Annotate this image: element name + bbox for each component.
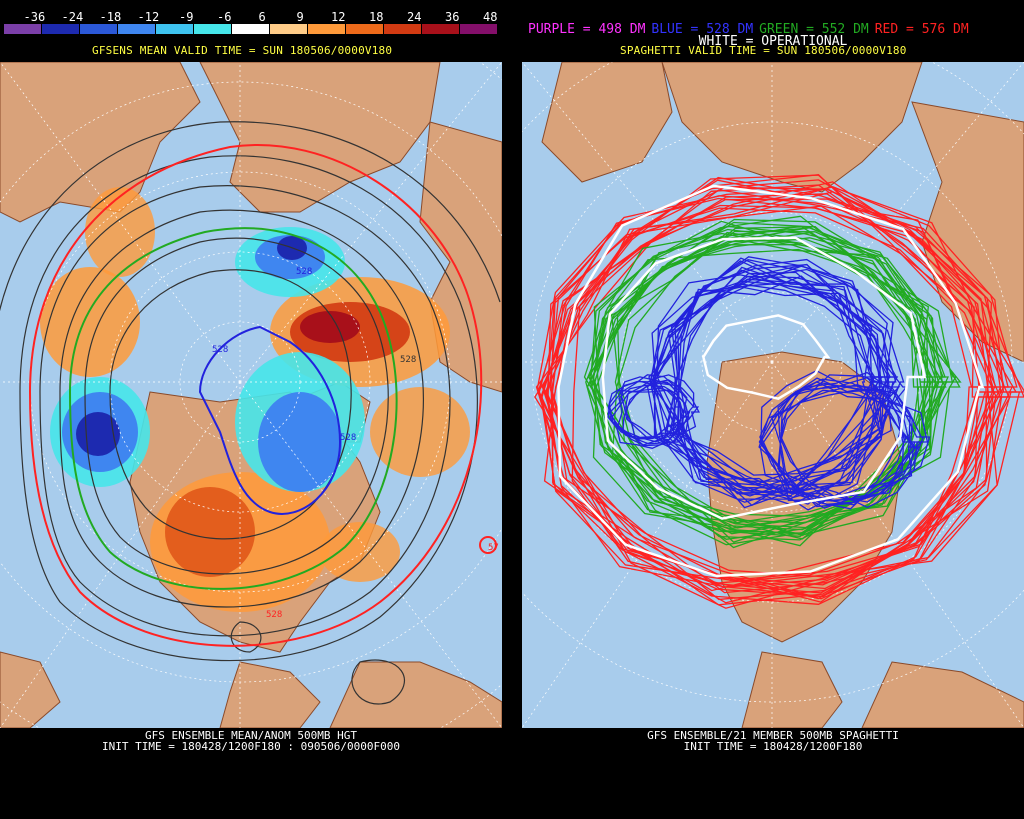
colorbar-label: 9 [296, 10, 304, 24]
spaghetti-line [586, 237, 929, 546]
colorbar-label: -24 [61, 10, 84, 24]
spaghetti-line [545, 204, 986, 597]
spaghetti-line [614, 226, 944, 529]
spaghetti-line [777, 371, 931, 503]
spaghetti-line [653, 283, 889, 500]
colorbar-swatch [384, 24, 422, 34]
spaghetti-line [601, 236, 927, 520]
colorbar-swatch [308, 24, 346, 34]
colorbar-label: -18 [99, 10, 122, 24]
spaghetti-line [585, 232, 954, 535]
colorbar-label: 12 [331, 10, 346, 24]
colorbar-swatch [270, 24, 308, 34]
spaghetti-line [593, 232, 924, 535]
colorbar-swatch [346, 24, 384, 34]
mean-footer-init: INIT TIME = 180428/1200F180 : 090506/000… [101, 740, 400, 753]
colorbar-swatch [42, 24, 80, 34]
colorbar-swatch [80, 24, 118, 34]
spaghetti-line [758, 389, 920, 506]
spaghetti-map [522, 62, 1024, 728]
key-entry: PURPLE = 498 DM [528, 22, 646, 37]
key-entry: GREEN = 552 DM [759, 22, 869, 37]
contour-label: 528 [340, 433, 356, 443]
colorbar-label: 18 [369, 10, 384, 24]
contour-label: 57 [488, 543, 499, 553]
mean-valid-time: GFSENS MEAN VALID TIME = SUN 180506/0000… [92, 44, 393, 57]
spaghetti-line [653, 260, 883, 495]
colorbar-label: 6 [258, 10, 266, 24]
operational-key: WHITE = OPERATIONAL [698, 34, 848, 49]
colorbar-swatch [232, 24, 270, 34]
colorbar-swatch [4, 24, 42, 34]
colorbar-label: -9 [179, 10, 194, 24]
key-contours [28, 144, 497, 647]
spaghetti-line [543, 176, 1009, 586]
spaghetti-panel: PURPLE = 498 DM BLUE = 528 DM GREEN = 552 … [522, 0, 1024, 819]
spaghetti-line [620, 374, 696, 439]
spaghetti-line [541, 186, 1018, 588]
spaghetti-line [547, 207, 1003, 603]
contour-label: 528 [212, 345, 228, 355]
spaghetti-valid-time: SPAGHETTI VALID TIME = SUN 180506/0000V1… [620, 44, 907, 57]
spaghetti-line [609, 380, 686, 443]
spaghetti-line [677, 264, 905, 507]
spaghetti-line [571, 186, 1021, 587]
colorbar-label: -6 [217, 10, 232, 24]
spaghetti-line [537, 188, 997, 578]
spaghetti-line [759, 381, 915, 510]
colorbar-label: -12 [137, 10, 160, 24]
spaghetti-line [617, 382, 691, 446]
colorbar-swatch [118, 24, 156, 34]
spaghetti-line [625, 374, 700, 441]
spaghetti-line [589, 220, 940, 534]
spaghetti-line [758, 377, 905, 508]
spaghetti-contours [534, 174, 1024, 609]
spaghetti-line [607, 389, 685, 449]
spaghetti-line [702, 314, 831, 401]
spaghetti-footer-init: INIT TIME = 180428/1200F180 [683, 740, 863, 753]
anomaly-colorbar: -36 -24 -18 -12 -9 -6 6 9 12 18 24 36 48 [4, 10, 498, 34]
colorbar-swatch [422, 24, 460, 34]
contour-key: PURPLE = 498 DM BLUE = 528 DM GREEN = 552 … [528, 22, 975, 37]
negative-anomaly-fills [50, 227, 365, 492]
mean-footer-title: GFS ENSEMBLE MEAN/ANOM 500MB HGT [145, 729, 357, 742]
colorbar-label: 36 [445, 10, 460, 24]
ensemble-mean-panel: -36 -24 -18 -12 -9 -6 6 9 12 18 24 36 48 GFSENS MEAN… [0, 0, 502, 819]
colorbar-swatch [460, 24, 498, 34]
spaghetti-line [672, 263, 894, 505]
colorbar-label: -36 [23, 10, 46, 24]
contour-label: 528 [400, 355, 416, 365]
key-entry: RED = 576 DM [874, 22, 969, 37]
spaghetti-line [646, 281, 885, 509]
spaghetti-footer-title: GFS ENSEMBLE/21 MEMBER 500MB SPAGHETTI [647, 729, 899, 742]
spaghetti-line [649, 266, 882, 494]
spaghetti-line [557, 184, 985, 578]
colorbar-swatch [156, 24, 194, 34]
spaghetti-line [665, 256, 888, 476]
colorbar-label: 48 [483, 10, 498, 24]
ensemble-mean-map: 528 528 528 528 528 57 [0, 62, 502, 728]
spaghetti-line [537, 186, 1024, 604]
lat-lon-grid [0, 62, 502, 728]
colorbar-swatch [194, 24, 232, 34]
spaghetti-line [651, 269, 882, 499]
spaghetti-line [609, 376, 682, 439]
key-entry: BLUE = 528 DM [651, 22, 754, 37]
contour-label: 528 [266, 610, 282, 620]
colorbar-label: 24 [407, 10, 422, 24]
spaghetti-line [541, 189, 1012, 606]
contour-label: 528 [296, 267, 312, 277]
